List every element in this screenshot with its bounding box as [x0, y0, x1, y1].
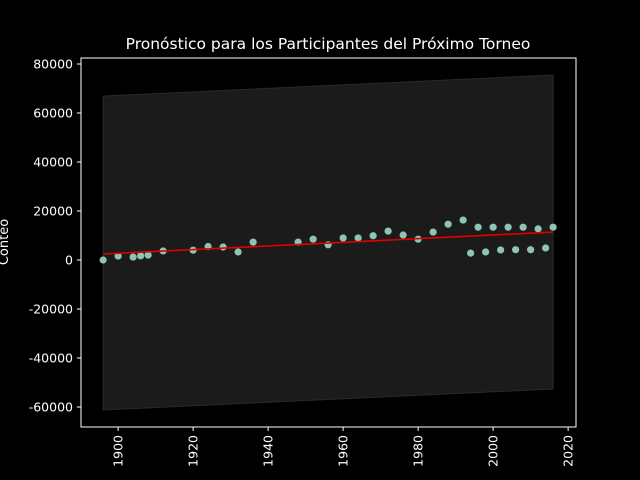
- y-tick-label: -60000: [29, 400, 73, 415]
- data-point: [467, 249, 475, 257]
- trend-line: [103, 231, 554, 255]
- data-point: [309, 235, 317, 243]
- y-axis-label: Conteo: [0, 219, 12, 265]
- y-tick-label: 60000: [33, 106, 73, 121]
- y-tick-label: 20000: [33, 204, 73, 219]
- data-point: [354, 234, 362, 242]
- data-point: [459, 216, 467, 224]
- data-point: [474, 223, 482, 231]
- data-point: [369, 232, 377, 240]
- data-point: [429, 228, 437, 236]
- data-point: [219, 243, 227, 251]
- data-point: [549, 223, 557, 231]
- data-point: [519, 223, 527, 231]
- data-point: [534, 225, 542, 233]
- data-point: [144, 251, 152, 259]
- x-tick-label: 1920: [186, 435, 201, 467]
- x-tick-label: 1900: [111, 435, 126, 467]
- chart-title: Pronóstico para los Participantes del Pr…: [126, 35, 531, 53]
- data-point: [249, 238, 257, 246]
- y-tick-label: 0: [65, 253, 73, 268]
- data-point: [234, 248, 242, 256]
- data-point: [384, 227, 392, 235]
- data-point: [482, 248, 490, 256]
- data-point: [99, 256, 107, 264]
- data-point: [527, 246, 535, 254]
- data-point: [129, 253, 137, 261]
- data-point: [444, 220, 452, 228]
- x-tick-label: 2020: [561, 435, 576, 467]
- x-tick-label: 1980: [411, 435, 426, 467]
- x-tick-label: 2000: [486, 435, 501, 467]
- data-point: [137, 252, 145, 260]
- data-point: [504, 223, 512, 231]
- x-tick-label: 1960: [336, 435, 351, 467]
- y-tick-label: -20000: [29, 302, 73, 317]
- data-point: [339, 234, 347, 242]
- y-tick-label: -40000: [29, 351, 73, 366]
- data-point: [512, 246, 520, 254]
- y-tick-label: 80000: [33, 57, 73, 72]
- plot-frame: [80, 57, 577, 428]
- y-tick-label: 40000: [33, 155, 73, 170]
- data-point: [497, 246, 505, 254]
- data-point: [114, 252, 122, 260]
- data-point: [542, 244, 550, 252]
- data-point: [399, 231, 407, 239]
- data-point: [489, 223, 497, 231]
- x-tick-label: 1940: [261, 435, 276, 467]
